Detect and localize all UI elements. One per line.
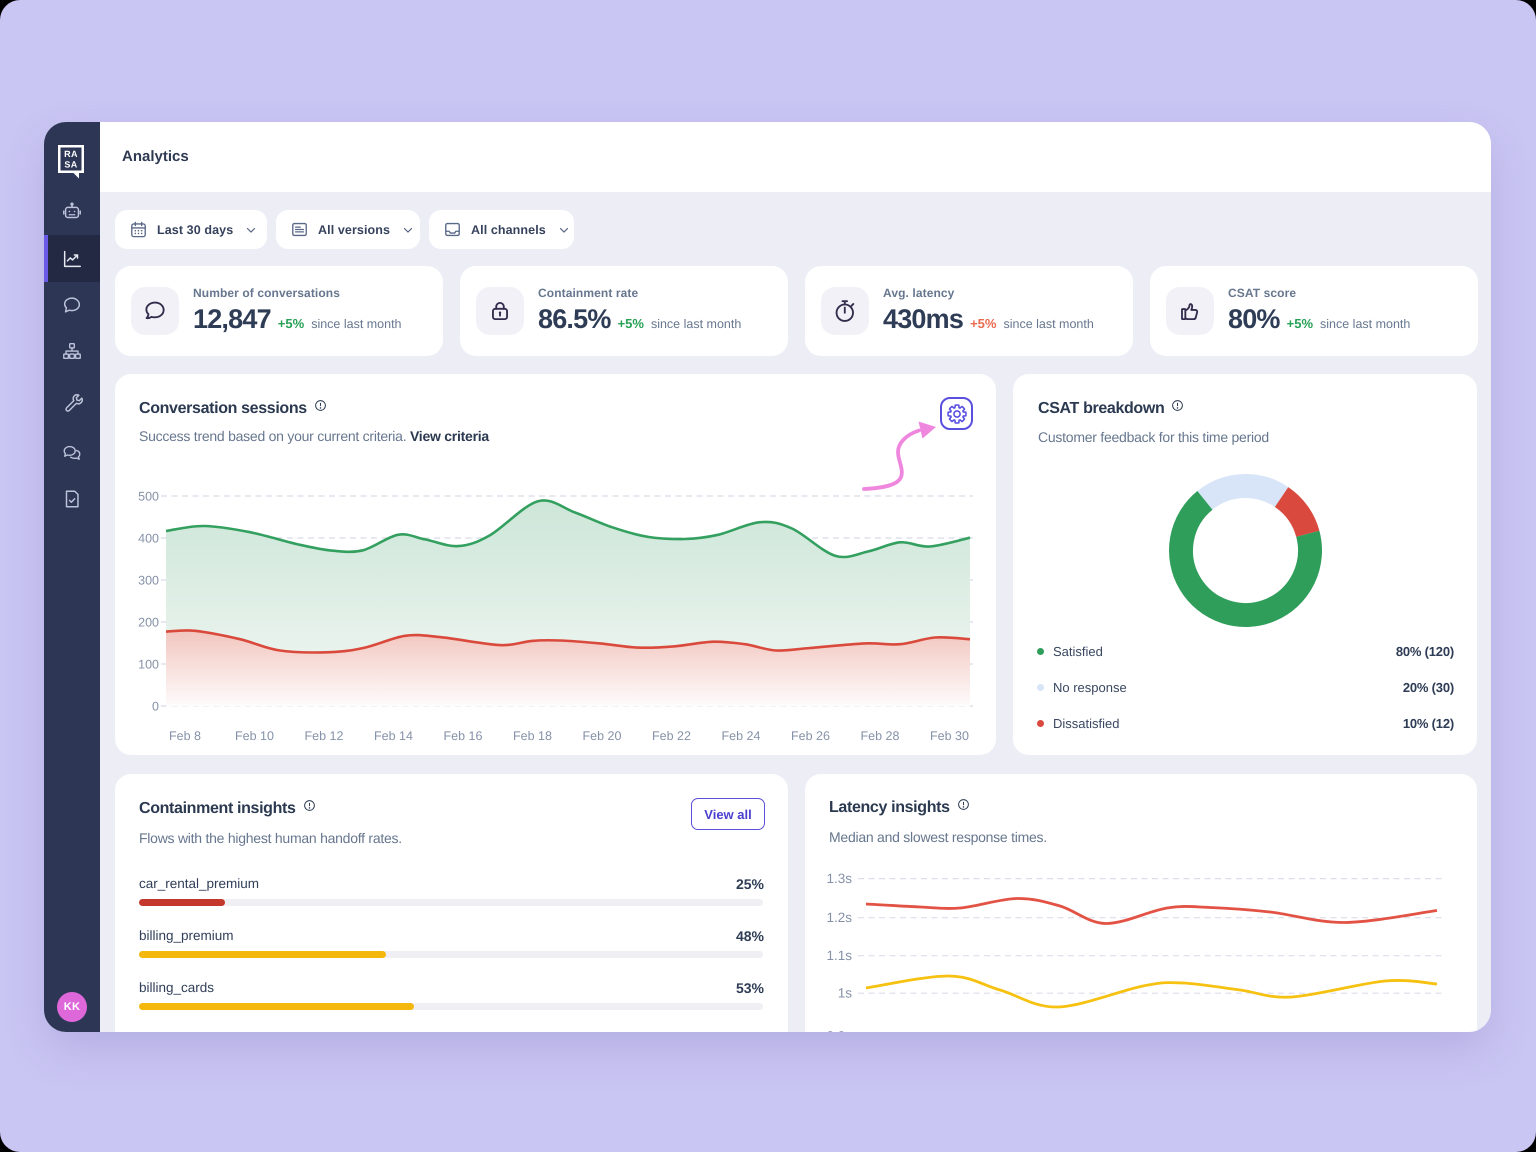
svg-text:1.1s: 1.1s	[826, 948, 852, 963]
svg-text:Feb 18: Feb 18	[513, 729, 552, 743]
svg-text:400: 400	[138, 532, 159, 546]
svg-text:100: 100	[138, 658, 159, 672]
svg-text:Feb 30: Feb 30	[930, 729, 969, 743]
svg-text:200: 200	[138, 616, 159, 630]
svg-text:1s: 1s	[838, 986, 853, 1001]
svg-text:1.2s: 1.2s	[826, 910, 852, 925]
svg-text:Feb 24: Feb 24	[722, 729, 761, 743]
svg-text:0: 0	[152, 700, 159, 714]
svg-text:Feb 8: Feb 8	[169, 729, 201, 743]
svg-text:Feb 26: Feb 26	[791, 729, 830, 743]
svg-text:Feb 28: Feb 28	[861, 729, 900, 743]
svg-text:Feb 22: Feb 22	[652, 729, 691, 743]
svg-text:RA: RA	[64, 149, 78, 159]
svg-text:Feb 12: Feb 12	[305, 729, 344, 743]
svg-text:Feb 16: Feb 16	[444, 729, 483, 743]
svg-text:Feb 14: Feb 14	[374, 729, 413, 743]
svg-text:300: 300	[138, 574, 159, 588]
svg-text:1.3s: 1.3s	[826, 871, 852, 886]
svg-text:Feb 20: Feb 20	[583, 729, 622, 743]
svg-text:SA: SA	[64, 160, 77, 170]
svg-text:0.9s: 0.9s	[826, 1029, 852, 1033]
svg-text:Feb 10: Feb 10	[235, 729, 274, 743]
svg-text:500: 500	[138, 490, 159, 504]
